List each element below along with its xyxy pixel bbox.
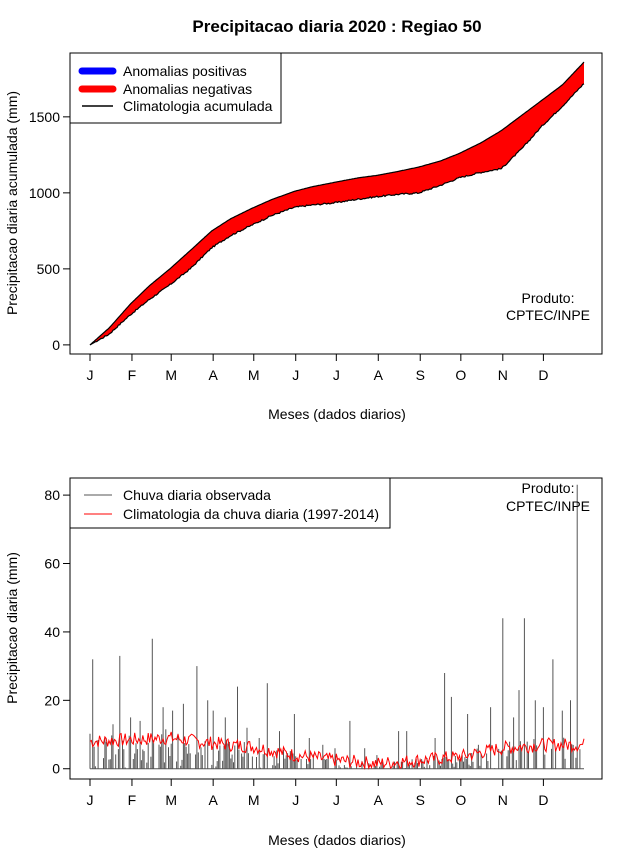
top-y-tick-label: 1000 (29, 185, 60, 201)
bottom-y-axis: 0 20 40 60 80 (44, 487, 70, 777)
bottom-legend-box (69, 477, 391, 529)
bottom-x-tick-label: O (455, 792, 466, 808)
top-x-tick-label: A (374, 367, 384, 383)
bottom-x-tick-label: J (333, 792, 340, 808)
bottom-x-tick-label: A (374, 792, 384, 808)
bottom-legend: Chuva diaria observada Climatologia da c… (69, 477, 391, 529)
top-x-tick-label: F (128, 367, 137, 383)
top-x-tick-label: J (87, 367, 94, 383)
top-legend: Anomalias positivas Anomalias negativas … (69, 52, 282, 124)
top-x-tick-label: J (292, 367, 299, 383)
top-y-tick-label: 1500 (29, 109, 60, 125)
top-x-label: Meses (dados diarios) (268, 406, 406, 422)
legend-negative-label: Anomalias negativas (123, 81, 252, 97)
top-product-line1: Produto: (522, 290, 575, 306)
bottom-daily-bars (89, 484, 584, 770)
top-y-tick-label: 0 (52, 337, 60, 353)
top-climatology-line (89, 61, 585, 346)
legend-daily-climatology-label: Climatologia da chuva diaria (1997-2014) (123, 506, 379, 522)
bottom-product-line1: Produto: (522, 480, 575, 496)
top-y-axis: 0 500 1000 1500 (29, 109, 70, 353)
bottom-x-tick-label: M (248, 792, 260, 808)
bottom-y-tick-label: 80 (44, 487, 60, 503)
top-x-tick-label: O (455, 367, 466, 383)
chart-title: Precipitacao diaria 2020 : Regiao 50 (192, 17, 481, 36)
top-observed-line (89, 83, 585, 346)
legend-positive-label: Anomalias positivas (123, 63, 247, 79)
bottom-x-tick-label: M (165, 792, 177, 808)
top-x-tick-label: N (498, 367, 508, 383)
top-x-tick-label: J (333, 367, 340, 383)
bottom-panel: 0 20 40 60 80 J F M A M J J A S O N D Meses (dados diar… (4, 477, 603, 848)
top-panel: 0 500 1000 1500 J F M A M J J A S O N D Meses (dados d… (4, 52, 603, 422)
top-x-tick-label: M (165, 367, 177, 383)
bottom-y-tick-label: 60 (44, 556, 60, 572)
bottom-x-tick-label: J (292, 792, 299, 808)
bottom-x-tick-label: D (538, 792, 548, 808)
top-x-tick-label: S (416, 367, 425, 383)
bottom-x-tick-label: F (128, 792, 137, 808)
bottom-x-tick-label: N (498, 792, 508, 808)
top-y-tick-label: 500 (37, 261, 61, 277)
top-x-tick-label: D (538, 367, 548, 383)
bottom-y-tick-label: 0 (52, 761, 60, 777)
bottom-y-tick-label: 40 (44, 624, 60, 640)
bottom-product-line2: CPTEC/INPE (506, 498, 590, 514)
top-x-tick-label: A (208, 367, 218, 383)
bottom-y-tick-label: 20 (44, 692, 60, 708)
legend-observed-label: Chuva diaria observada (123, 487, 271, 503)
top-x-tick-label: M (248, 367, 260, 383)
bottom-y-label: Precipitacao diaria (mm) (4, 552, 20, 704)
bottom-x-tick-label: A (208, 792, 218, 808)
top-y-label: Precipitacao diaria acumulada (mm) (4, 91, 20, 315)
top-product-line2: CPTEC/INPE (506, 307, 590, 323)
bottom-x-tick-label: J (87, 792, 94, 808)
bottom-x-tick-label: S (416, 792, 425, 808)
bottom-x-label: Meses (dados diarios) (268, 832, 406, 848)
bottom-climatology-line (89, 731, 585, 771)
legend-climatology-label: Climatologia acumulada (123, 98, 273, 114)
